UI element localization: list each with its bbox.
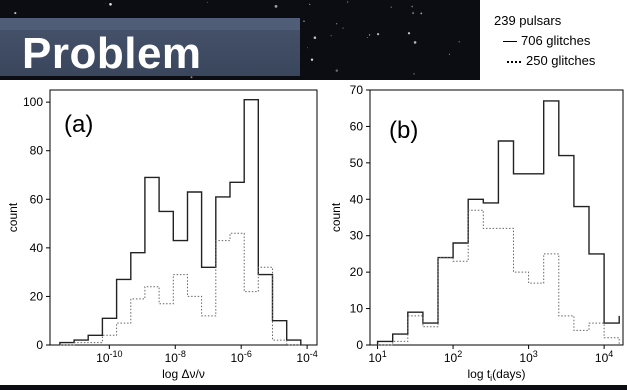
y-axis-label: count (329, 202, 343, 232)
y-tick-label: 70 (350, 83, 364, 97)
histogram-series-dotted (59, 232, 301, 346)
y-tick-label: 50 (350, 156, 364, 170)
star (190, 76, 193, 79)
legend-box: 239 pulsars 706 glitches 250 glitches (480, 0, 627, 82)
plot-frame-b (369, 89, 624, 346)
x-tick-label: 10-8 (165, 349, 186, 365)
y-tick-label: 30 (350, 229, 364, 243)
x-tick-label: 101 (368, 349, 386, 365)
histogram-series-solid (59, 99, 302, 345)
star (366, 37, 368, 38)
star (307, 47, 308, 49)
star (448, 53, 451, 55)
y-tick-label: 60 (350, 119, 364, 133)
y-tick-label: 0 (356, 338, 363, 352)
legend-solid-label: 706 glitches (521, 33, 591, 48)
star (347, 1, 349, 3)
star (376, 32, 380, 36)
y-tick-label: 20 (350, 265, 364, 279)
star (14, 12, 17, 15)
histogram-series-dotted (377, 209, 620, 346)
y-tick-label: 40 (350, 192, 364, 206)
panel-label: (a) (64, 111, 93, 138)
star (105, 2, 107, 4)
star (313, 36, 317, 39)
star (309, 3, 311, 6)
dotted-line-swatch (507, 60, 521, 63)
star (330, 35, 332, 37)
star (303, 20, 305, 23)
legend-pulsars: 239 pulsars (494, 13, 562, 28)
plot-frame-a (49, 89, 318, 346)
star (411, 5, 414, 8)
y-tick-label: 0 (36, 338, 43, 352)
x-tick-label: 104 (595, 349, 613, 365)
x-tick-label: 103 (519, 349, 537, 365)
star (420, 12, 423, 15)
star (458, 41, 460, 43)
y-tick-label: 60 (30, 192, 44, 206)
y-tick-label: 100 (23, 95, 43, 109)
star (390, 6, 393, 9)
panel-label: (b) (389, 117, 418, 144)
star (335, 69, 339, 72)
y-axis-label: count (6, 202, 20, 232)
y-tick-label: 80 (30, 144, 44, 158)
histogram-series-solid (376, 100, 620, 345)
legend-solid-entry: 706 glitches (503, 33, 590, 49)
star (274, 5, 278, 8)
solid-line-swatch (503, 41, 517, 43)
y-tick-label: 20 (30, 289, 44, 303)
title-banner-highlight (0, 18, 300, 30)
chart-panel-b: 0 10 20 30 40 50 60 70 101 102 103 104 (b) count log t… (327, 80, 627, 385)
legend-dotted-entry: 250 glitches (507, 53, 595, 69)
y-tick-label: 40 (30, 241, 44, 255)
star (368, 34, 371, 36)
histogram-a: 0 20 40 60 80 100 10-10 10-8 10-6 10-4 (a) count log… (6, 89, 318, 381)
star (412, 12, 415, 15)
x-tick-label: 10-4 (296, 349, 317, 365)
star (407, 32, 411, 35)
star (335, 23, 338, 25)
slide-title: Problem (22, 29, 202, 78)
star (413, 41, 417, 44)
histogram-b: 0 10 20 30 40 50 60 70 101 102 103 104 (b) count log t… (329, 83, 624, 383)
x-axis-label: log ti(days) (467, 367, 525, 383)
x-tick-label: 10-6 (230, 349, 251, 365)
star (206, 1, 208, 3)
star (109, 2, 112, 6)
x-axis-label: log Δν/ν (162, 367, 205, 381)
star (342, 27, 344, 29)
chart-panel-a: 0 20 40 60 80 100 10-10 10-8 10-6 10-4 (a) count log… (0, 80, 327, 385)
star (413, 73, 415, 75)
y-tick-label: 10 (350, 302, 364, 316)
x-tick-label: 102 (444, 349, 462, 365)
x-tick-label: 10-10 (96, 349, 122, 365)
legend-dotted-label: 250 glitches (526, 53, 596, 68)
star (310, 58, 314, 61)
